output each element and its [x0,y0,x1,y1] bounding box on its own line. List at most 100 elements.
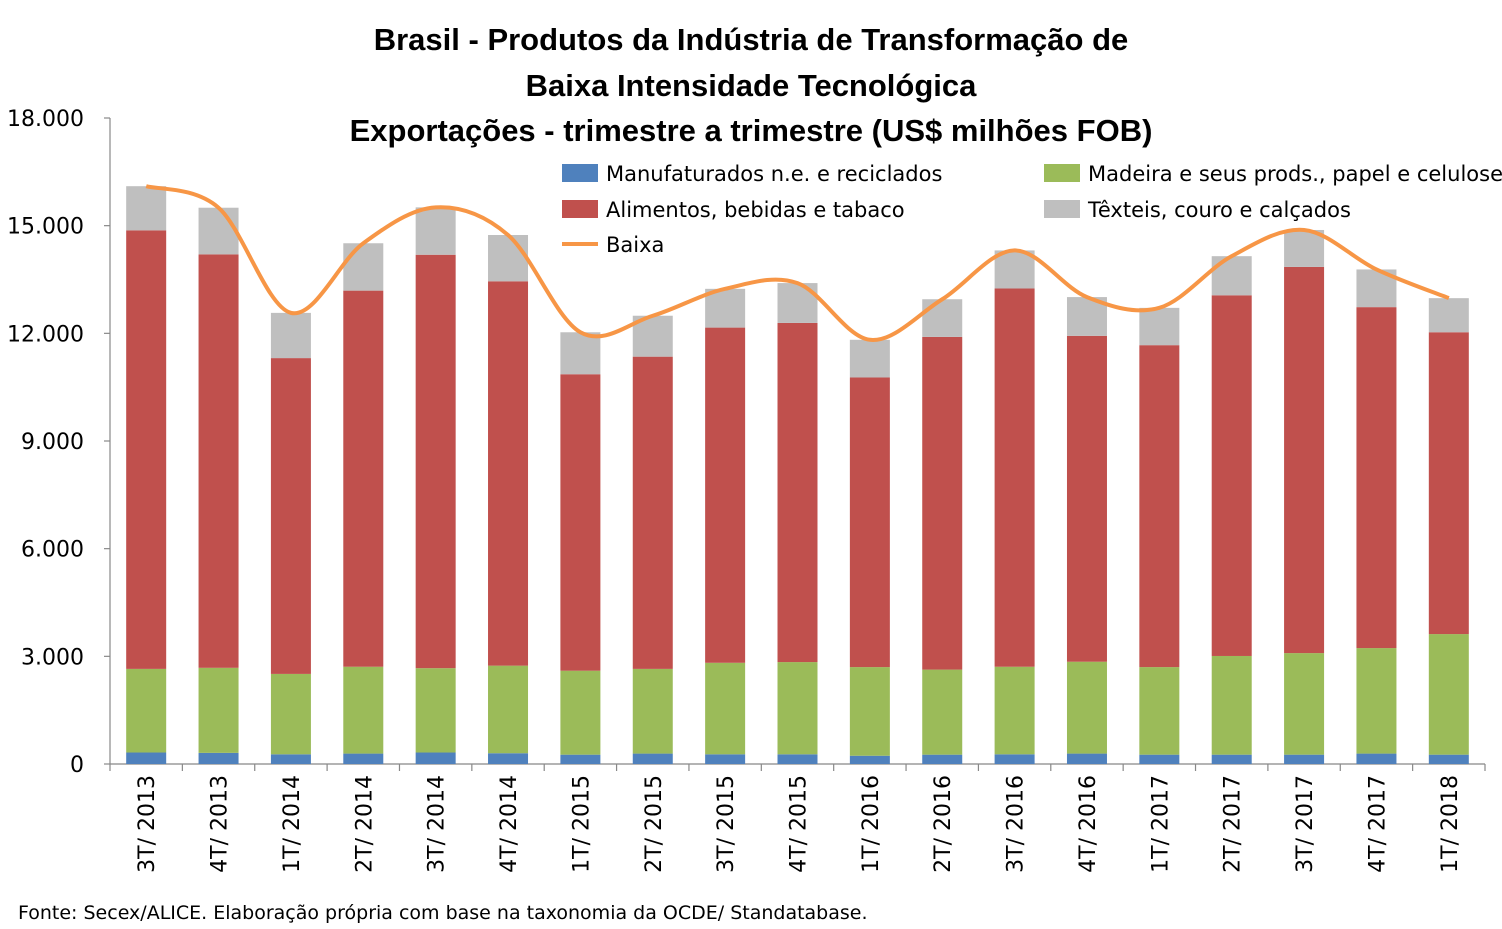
chart-title-line-3: Exportações - trimestre a trimestre (US$… [349,113,1153,148]
bar-segment-4 [488,234,529,282]
bar-segment-3 [343,290,384,667]
bar-segment-2 [1356,648,1397,754]
y-tick-label: 9.000 [21,430,84,455]
bar-segment-2 [270,673,311,755]
bar-segment-3 [488,281,529,666]
bar-segment-2 [1284,653,1325,755]
y-tick-label: 15.000 [7,215,84,240]
x-tick-label: 3T/ 2017 [1293,775,1318,873]
bar-segment-3 [198,254,239,668]
x-tick-label: 1T/ 2014 [280,775,305,873]
bar-segment-4 [560,332,601,375]
bar-segment-3 [777,322,818,663]
bar-segment-4 [198,207,239,255]
bar-segment-4 [1139,307,1180,346]
bar-segment-2 [705,662,746,755]
bar-segment-4 [1428,298,1469,333]
bar-segment-2 [777,662,818,755]
x-tick-label: 1T/ 2016 [859,775,884,873]
bar-segment-4 [922,299,963,337]
bar-segment-2 [1211,655,1252,755]
bar-segment-2 [994,666,1035,755]
bar-segment-2 [1428,634,1469,755]
bar-segment-3 [1066,335,1107,662]
bar-segment-1 [198,752,239,764]
bar-segment-4 [1284,229,1325,267]
legend-label-1: Manufaturados n.e. e reciclados [606,162,942,186]
bar-segment-3 [705,327,746,663]
series-line-baixa [145,184,1450,342]
x-tick-label: 4T/ 2017 [1365,775,1390,873]
bar-segment-1 [777,754,818,764]
bar-segment-2 [488,665,529,754]
bar-segment-4 [343,243,384,291]
bar-segment-1 [922,754,963,764]
y-tick-label: 0 [70,753,84,778]
bar-segment-1 [1356,753,1397,764]
y-tick-label: 18.000 [7,107,84,132]
x-tick-label: 4T/ 2014 [497,775,522,873]
bar-segment-1 [994,754,1035,764]
bar-segment-1 [849,755,890,764]
bar-segment-3 [415,254,456,669]
bar-segment-1 [632,753,673,764]
bar-segment-1 [488,753,529,764]
bar-segment-3 [1211,295,1252,656]
bar-segment-1 [1139,754,1180,764]
bar-segment-1 [415,752,456,764]
x-tick-label: 4T/ 2013 [208,775,233,873]
bar-segment-1 [270,754,311,764]
bar-segment-1 [126,752,167,764]
bar-segment-2 [126,668,167,753]
x-tick-label: 2T/ 2015 [642,775,667,873]
bar-segment-4 [849,339,890,378]
bar-segment-2 [849,667,890,756]
legend-swatch-4 [1044,200,1080,218]
x-tick-label: 2T/ 2014 [352,775,377,873]
bar-segment-3 [126,230,167,669]
bar-segment-3 [560,374,601,671]
bar-segment-2 [1139,667,1180,755]
y-tick-label: 3.000 [21,645,84,670]
x-tick-label: 1T/ 2018 [1438,775,1463,873]
legend-label-3: Alimentos, bebidas e tabaco [606,198,905,222]
bar-segment-2 [1066,661,1107,754]
y-tick-label: 12.000 [7,322,84,347]
x-tick-label: 2T/ 2017 [1221,775,1246,873]
bar-segment-3 [1139,345,1180,668]
bar-segment-3 [1284,266,1325,654]
legend-label-4: Têxteis, couro e calçados [1087,198,1351,222]
legend-swatch-1 [562,164,598,182]
bar-segment-2 [632,668,673,754]
bar-segment-3 [1428,332,1469,635]
x-tick-label: 4T/ 2015 [787,775,812,873]
x-tick-label: 3T/ 2014 [425,775,450,873]
bar-segment-1 [343,753,384,764]
bar-segment-3 [922,336,963,670]
x-tick-label: 3T/ 2015 [714,775,739,873]
bar-segment-2 [343,666,384,754]
bar-segment-1 [560,754,601,764]
bar-segment-3 [849,377,890,668]
bar-segment-3 [1356,307,1397,649]
bar-segment-2 [415,668,456,753]
y-tick-label: 6.000 [21,538,84,563]
bar-segment-2 [560,670,601,755]
bar-segment-3 [994,288,1035,667]
bar-segment-3 [632,356,673,669]
bar-segment-4 [1211,256,1252,296]
chart-title-line-1: Brasil - Produtos da Indústria de Transf… [373,22,1129,57]
bar-segment-4 [705,288,746,328]
bar-segment-1 [1066,753,1107,764]
x-tick-label: 2T/ 2016 [931,775,956,873]
bar-segment-2 [198,667,239,753]
bar-segment-3 [270,358,311,674]
x-tick-label: 3T/ 2016 [1004,775,1029,873]
bar-segment-4 [126,186,167,231]
legend-label-5: Baixa [606,233,664,257]
x-tick-label: 1T/ 2017 [1148,775,1173,873]
x-tick-label: 1T/ 2015 [569,775,594,873]
legend-swatch-2 [1044,164,1080,182]
